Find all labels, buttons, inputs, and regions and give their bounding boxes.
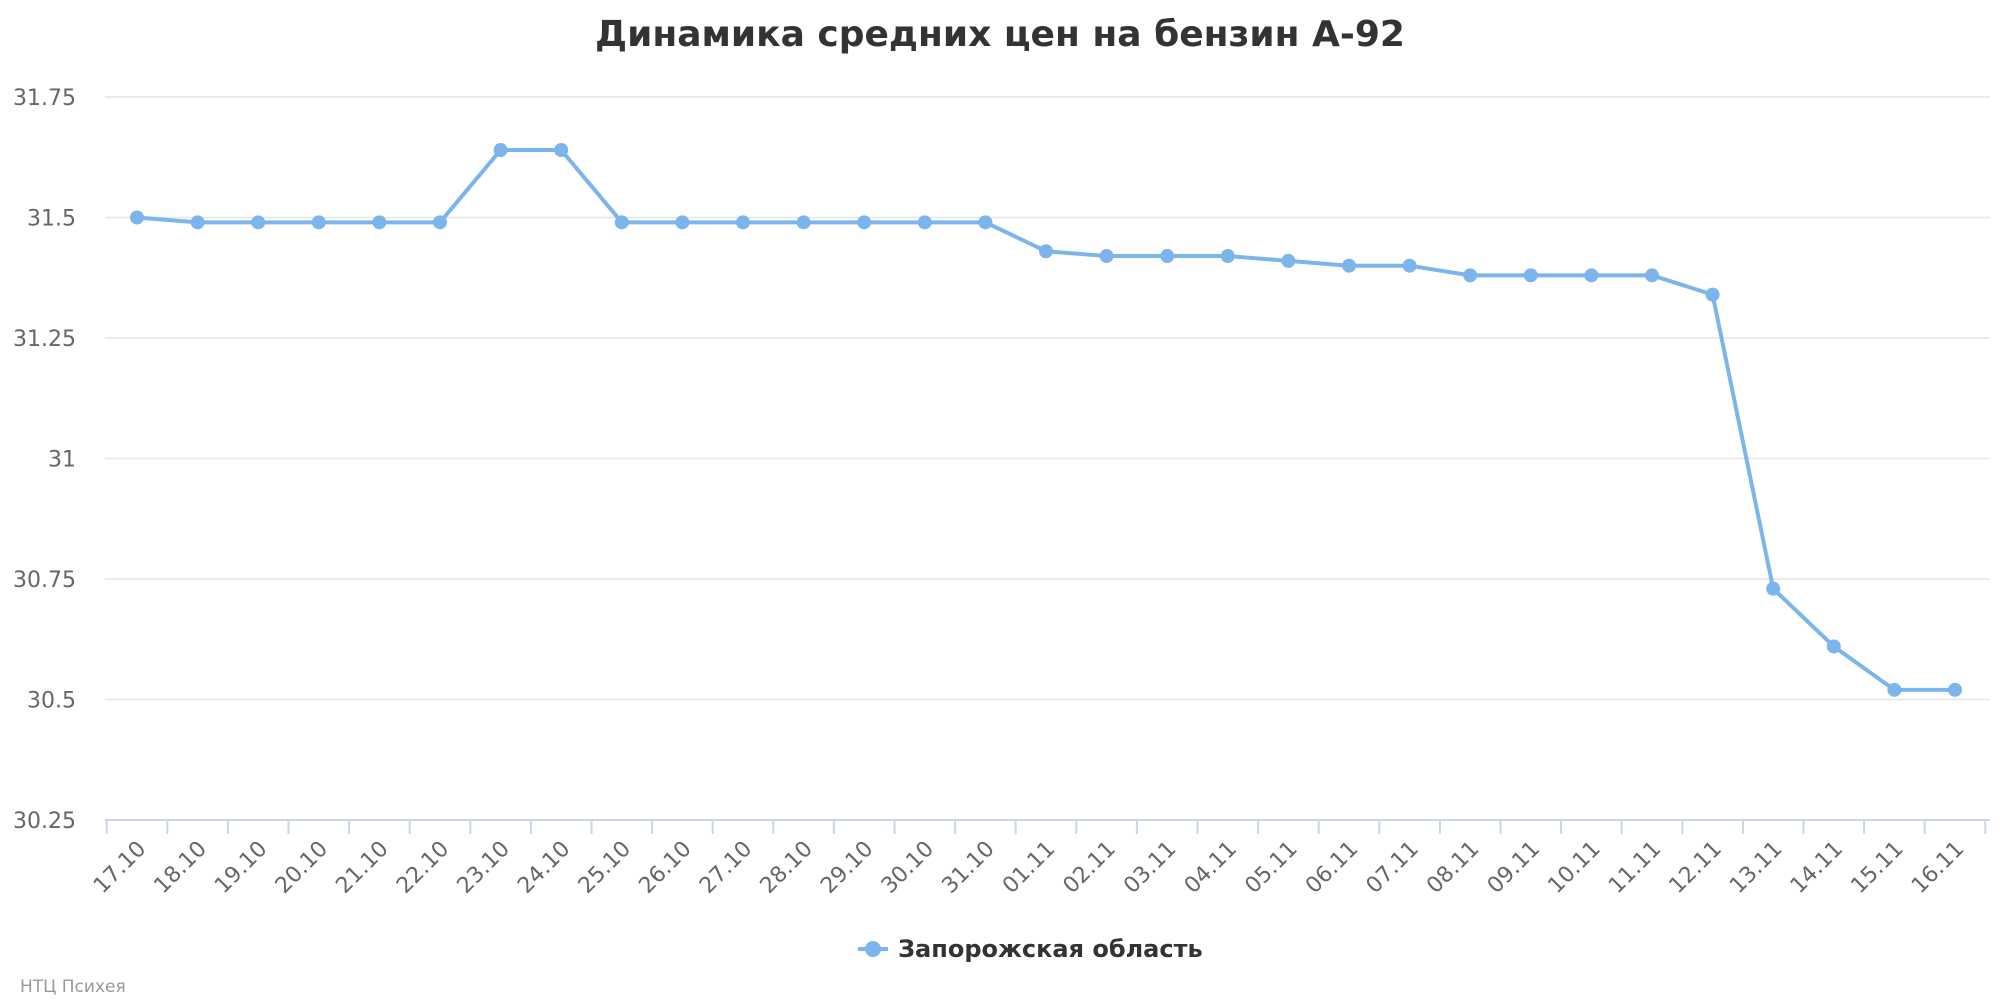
x-tick-label: 07.11 (1362, 837, 1424, 899)
x-tick-label: 31.10 (937, 837, 999, 899)
data-point[interactable] (1766, 581, 1781, 596)
x-tick-label: 03.11 (1119, 837, 1181, 899)
x-tick-label: 25.10 (574, 837, 636, 899)
y-tick-label: 30.25 (13, 809, 76, 834)
x-tick-label: 24.10 (513, 837, 575, 899)
y-tick-label: 31.75 (13, 86, 76, 111)
data-point[interactable] (311, 215, 326, 230)
x-tick-label: 23.10 (453, 837, 515, 899)
data-point[interactable] (1099, 249, 1114, 264)
y-tick-label: 30.5 (27, 689, 76, 714)
data-point[interactable] (796, 215, 811, 230)
x-tick-label: 10.11 (1543, 837, 1605, 899)
x-tick-label: 12.11 (1665, 837, 1727, 899)
y-tick-label: 31.5 (27, 207, 76, 232)
data-point[interactable] (857, 215, 872, 230)
legend-label[interactable]: Запорожская область (898, 935, 1203, 963)
data-point[interactable] (372, 215, 387, 230)
credit-label[interactable]: НТЦ Психея (20, 977, 126, 997)
legend-marker-icon (865, 941, 881, 957)
y-axis-tick-labels: 30.25 30.5 30.75 31 31.25 31.5 31.75 (13, 86, 76, 834)
data-point[interactable] (675, 215, 690, 230)
y-tick-label: 30.75 (13, 568, 76, 593)
data-point[interactable] (1705, 287, 1720, 302)
y-tick-label: 31.25 (13, 327, 76, 352)
x-tick-label: 22.10 (392, 837, 454, 899)
x-tick-label: 19.10 (210, 837, 272, 899)
data-point[interactable] (1463, 268, 1478, 283)
x-tick-label: 13.11 (1725, 837, 1787, 899)
data-point[interactable] (130, 210, 144, 225)
data-point[interactable] (251, 215, 266, 230)
x-tick-label: 09.11 (1483, 837, 1545, 899)
data-point[interactable] (1220, 249, 1235, 264)
data-point[interactable] (433, 215, 447, 230)
x-tick-label: 30.10 (877, 837, 939, 899)
x-tick-label: 29.10 (816, 837, 878, 899)
x-tick-label: 26.10 (634, 837, 696, 899)
data-point[interactable] (1523, 268, 1538, 283)
data-point[interactable] (736, 215, 750, 230)
x-tick-label: 14.11 (1786, 837, 1848, 899)
x-tick-label: 11.11 (1604, 837, 1666, 899)
data-point[interactable] (1584, 268, 1599, 283)
data-point[interactable] (554, 143, 569, 158)
x-tick-label: 05.11 (1240, 837, 1302, 899)
x-tick-label: 27.10 (695, 837, 757, 899)
data-point[interactable] (614, 215, 629, 230)
data-point[interactable] (190, 215, 205, 230)
chart-title: Динамика средних цен на бензин А-92 (595, 14, 1405, 55)
x-tick-label: 21.10 (331, 837, 393, 899)
y-tick-label: 31 (48, 448, 76, 473)
x-tick-label: 28.10 (756, 837, 818, 899)
data-point[interactable] (1402, 258, 1417, 273)
x-tick-label: 17.10 (89, 837, 151, 899)
data-point[interactable] (1160, 249, 1175, 264)
series-group (130, 143, 1962, 697)
series-line (136, 148, 1955, 692)
x-tick-label: 16.11 (1907, 837, 1969, 899)
x-tick-label: 04.11 (1180, 837, 1242, 899)
data-point[interactable] (1039, 244, 1053, 259)
y-gridlines (105, 96, 1990, 701)
data-point[interactable] (493, 143, 508, 158)
x-tick-label: 02.11 (1059, 837, 1121, 899)
x-tick-label: 15.11 (1846, 837, 1908, 899)
x-tick-label: 01.11 (998, 837, 1060, 899)
data-point[interactable] (917, 215, 932, 230)
data-point[interactable] (1887, 682, 1902, 697)
x-tick-label: 18.10 (150, 837, 212, 899)
data-point[interactable] (978, 215, 993, 230)
data-point[interactable] (1342, 258, 1356, 273)
x-axis: 17.1018.1019.1020.1021.1022.1023.1024.10… (89, 819, 1990, 899)
data-point[interactable] (1645, 268, 1659, 283)
x-tick-label: 08.11 (1422, 837, 1484, 899)
legend[interactable]: Запорожская область (858, 935, 1203, 963)
data-point[interactable] (1826, 639, 1841, 654)
data-point[interactable] (1948, 682, 1962, 697)
x-tick-label: 20.10 (271, 837, 333, 899)
x-tick-label: 06.11 (1301, 837, 1363, 899)
data-point[interactable] (1281, 253, 1296, 268)
